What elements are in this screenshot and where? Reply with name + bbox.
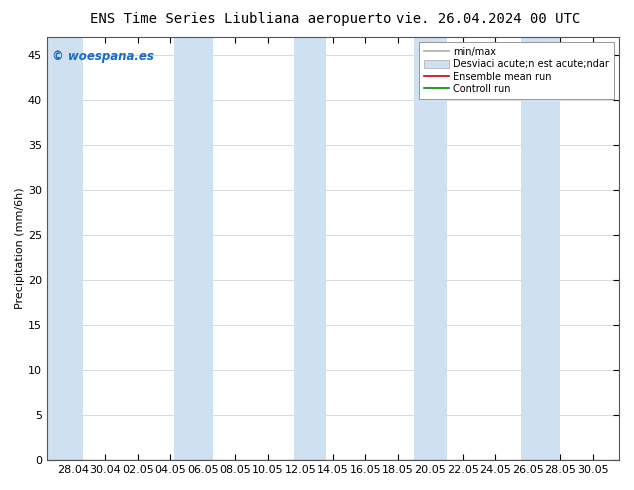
Bar [521,37,560,460]
Y-axis label: Precipitation (mm/6h): Precipitation (mm/6h) [15,188,25,309]
Bar [414,37,447,460]
Text: vie. 26.04.2024 00 UTC: vie. 26.04.2024 00 UTC [396,12,580,26]
Bar [294,37,327,460]
Legend: min/max, Desviaci acute;n est acute;ndar, Ensemble mean run, Controll run: min/max, Desviaci acute;n est acute;ndar… [419,42,614,99]
Bar [174,37,212,460]
Text: © woespana.es: © woespana.es [53,50,154,63]
Bar [47,37,82,460]
Text: ENS Time Series Liubliana aeropuerto: ENS Time Series Liubliana aeropuerto [90,12,392,26]
